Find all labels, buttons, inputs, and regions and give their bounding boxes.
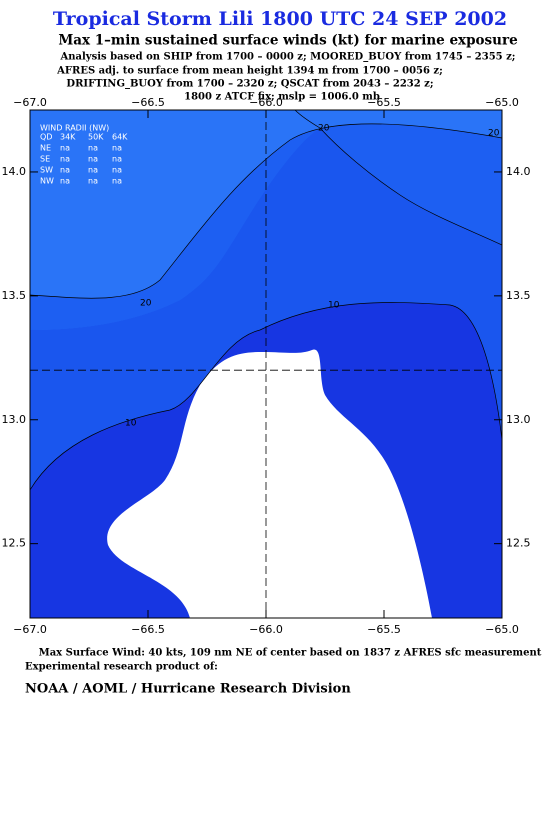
org: NOAA / AOML / Hurricane Research Divisio… [25, 682, 351, 697]
radii-header: 34K [60, 133, 76, 142]
contour-line [294, 109, 503, 246]
x-tick-label: −67.0 [13, 623, 47, 636]
x-tick-label: −65.0 [485, 623, 519, 636]
radii-cell: na [60, 144, 70, 153]
contour-line [29, 123, 503, 299]
contour-label: 20 [140, 299, 152, 309]
note: 1800 z ATCF fix; mslp = 1006.0 mb [184, 92, 380, 103]
x-tick-label: −65.0 [485, 96, 519, 109]
contour-label: 20 [488, 129, 500, 139]
radii-cell: NW [40, 177, 54, 186]
radii-cell: na [112, 166, 122, 175]
radii-header: 50K [88, 133, 104, 142]
note: AFRES adj. to surface from mean height 1… [56, 66, 443, 77]
radii-cell: na [112, 177, 122, 186]
product: Experimental research product of: [25, 662, 218, 673]
radii-cell: na [112, 144, 122, 153]
y-tick-label: 14.0 [506, 165, 531, 178]
note: Analysis based on SHIP from 1700 – 0000 … [59, 52, 515, 63]
contour-label: 20 [318, 124, 330, 134]
y-tick-label: 13.0 [2, 413, 27, 426]
y-tick-label: 14.0 [2, 165, 27, 178]
wind-radii: WIND RADII (NW)QD 34K 50K 64K NE na na na SE na na… [40, 124, 128, 186]
x-tick-label: −65.5 [367, 623, 401, 636]
x-tick-label: −66.5 [131, 623, 165, 636]
x-tick-label: −66.0 [249, 96, 283, 109]
radii-cell: na [88, 166, 98, 175]
radii-cell: na [88, 144, 98, 153]
radii-title: WIND RADII (NW) [40, 124, 109, 133]
subtitle: Max 1–min sustained surface winds (kt) f… [58, 33, 517, 49]
y-tick-label: 13.5 [2, 289, 27, 302]
radii-cell: na [112, 155, 122, 164]
radii-header: QD [40, 133, 52, 142]
max-wind: Max Surface Wind: 40 kts, 109 nm NE of c… [39, 648, 542, 659]
y-tick-label: 12.5 [506, 537, 531, 550]
x-tick-label: −67.0 [13, 96, 47, 109]
x-tick-label: −65.5 [367, 96, 401, 109]
radii-cell: na [60, 177, 70, 186]
y-tick-label: 13.0 [506, 413, 531, 426]
y-tick-label: 13.5 [506, 289, 531, 302]
radii-cell: NE [40, 144, 51, 153]
region-mid [30, 123, 502, 330]
radii-cell: na [88, 177, 98, 186]
y-tick-label: 12.5 [2, 537, 27, 550]
radii-cell: na [60, 155, 70, 164]
x-tick-label: −66.0 [249, 623, 283, 636]
radii-cell: SW [40, 166, 53, 175]
x-tick-label: −66.5 [131, 96, 165, 109]
region-calm [107, 349, 433, 618]
contour-line [29, 302, 503, 491]
radii-cell: na [60, 166, 70, 175]
radii-header: 64K [112, 133, 128, 142]
radii-cell: SE [40, 155, 50, 164]
contour-label: 10 [125, 419, 137, 429]
note: DRIFTING_BUOY from 1700 – 2320 z; QSCAT … [66, 79, 433, 90]
contour-label: 10 [328, 301, 340, 311]
title: Tropical Storm Lili 1800 UTC 24 SEP 2002 [53, 8, 507, 30]
radii-cell: na [88, 155, 98, 164]
